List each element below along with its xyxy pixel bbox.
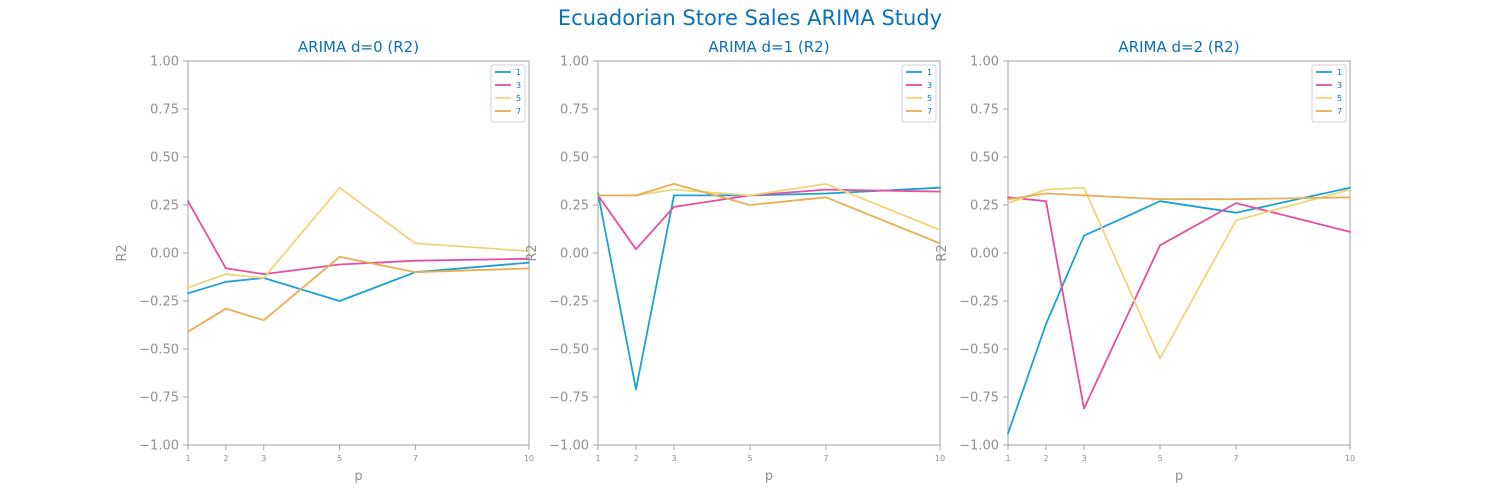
x-tick-label: 7	[1233, 454, 1238, 463]
x-tick-label: 10	[1345, 454, 1355, 463]
y-tick-label: −0.50	[959, 343, 999, 358]
x-tick-label: 2	[1043, 454, 1048, 463]
legend-label: 7	[1337, 107, 1342, 116]
series-line-7	[187, 255, 530, 333]
x-axis-label: p	[1175, 469, 1183, 484]
y-axis-label: R2	[525, 244, 540, 261]
x-axis-label: p	[765, 469, 773, 484]
y-tick-label: 0.00	[150, 247, 179, 262]
y-tick-label: 0.00	[560, 247, 589, 262]
chart-title: ARIMA d=0 (R2)	[298, 38, 419, 56]
series-line-7	[597, 182, 941, 245]
y-tick-label: −0.25	[959, 295, 999, 310]
series-line-7	[1007, 192, 1351, 201]
x-axis-label: p	[354, 469, 362, 484]
chart-panel-3: ARIMA d=2 (R2) 1.00 0.75 0.50 0.25 0.00 −0.25 −…	[935, 38, 1355, 484]
legend: 1 3 5 7	[1311, 64, 1347, 123]
y-tick-label: 1.00	[970, 55, 999, 70]
series-line-1	[597, 186, 941, 391]
y-tick-label: −0.75	[549, 391, 589, 406]
y-tick-label: 0.00	[970, 247, 999, 262]
legend-label: 3	[1337, 81, 1342, 90]
x-tick-label: 3	[261, 454, 266, 463]
y-tick-label: −0.50	[549, 343, 589, 358]
legend-box	[901, 64, 937, 123]
legend-label: 5	[1337, 94, 1342, 103]
x-tick-label: 2	[633, 454, 638, 463]
legend-label: 1	[516, 68, 521, 77]
chart-panel-2: ARIMA d=1 (R2) 1.00 0.75 0.50 0.25 0.00 −0.25 −…	[525, 38, 945, 484]
x-tick-label: 7	[823, 454, 828, 463]
y-tick-label: −1.00	[959, 439, 999, 454]
series-line-3	[187, 200, 530, 276]
x-tick-label: 3	[671, 454, 676, 463]
y-tick-label: −0.50	[139, 343, 179, 358]
x-tick-label: 1	[185, 454, 190, 463]
y-tick-label: 0.25	[970, 199, 999, 214]
x-tick-label: 2	[223, 454, 228, 463]
y-tick-label: −1.00	[139, 439, 179, 454]
y-tick-label: 0.75	[150, 103, 179, 118]
plot-frame	[597, 60, 941, 446]
y-tick-label: 0.75	[970, 103, 999, 118]
chart-panel-1: ARIMA d=0 (R2) 1.00 0.75 0.50 0.25 0.00 −0.25 −…	[115, 38, 534, 484]
legend-box	[1311, 64, 1347, 123]
y-tick-label: 0.50	[560, 151, 589, 166]
y-axis-label: R2	[935, 244, 950, 261]
legend-label: 1	[927, 68, 932, 77]
series-line-1	[187, 261, 530, 302]
legend-label: 3	[927, 81, 932, 90]
y-tick-label: −0.75	[959, 391, 999, 406]
x-tick-label: 7	[413, 454, 418, 463]
y-tick-label: 0.25	[560, 199, 589, 214]
legend-label: 5	[516, 94, 521, 103]
legend-label: 1	[1337, 68, 1342, 77]
plot-frame	[187, 60, 530, 446]
x-tick-label: 10	[524, 454, 534, 463]
y-tick-label: 1.00	[560, 55, 589, 70]
y-tick-label: 0.50	[150, 151, 179, 166]
y-tick-label: −0.25	[139, 295, 179, 310]
series-line-3	[597, 188, 941, 251]
legend-label: 7	[516, 107, 521, 116]
y-tick-label: −0.25	[549, 295, 589, 310]
legend: 1 3 5 7	[901, 64, 937, 123]
x-tick-label: 5	[1157, 454, 1162, 463]
series-line-3	[1007, 196, 1351, 410]
series-line-5	[1007, 186, 1351, 360]
chart-title: ARIMA d=2 (R2)	[1118, 38, 1239, 56]
x-tick-label: 3	[1081, 454, 1086, 463]
x-tick-label: 1	[595, 454, 600, 463]
y-tick-label: 0.75	[560, 103, 589, 118]
series-line-5	[187, 186, 530, 289]
series-line-1	[1007, 186, 1351, 435]
y-axis-label: R2	[115, 244, 130, 261]
legend-box	[490, 64, 526, 123]
x-tick-label: 1	[1005, 454, 1010, 463]
y-tick-label: −1.00	[549, 439, 589, 454]
x-tick-label: 10	[935, 454, 945, 463]
y-tick-label: 1.00	[150, 55, 179, 70]
legend-label: 3	[516, 81, 521, 90]
plot-frame	[1007, 60, 1351, 446]
x-tick-label: 5	[337, 454, 342, 463]
chart-title: ARIMA d=1 (R2)	[708, 38, 829, 56]
legend: 1 3 5 7	[490, 64, 526, 123]
legend-label: 7	[927, 107, 932, 116]
figure-title: Ecuadorian Store Sales ARIMA Study	[557, 6, 943, 30]
y-tick-label: 0.50	[970, 151, 999, 166]
y-tick-label: −0.75	[139, 391, 179, 406]
x-tick-label: 5	[747, 454, 752, 463]
y-tick-label: 0.25	[150, 199, 179, 214]
legend-label: 5	[927, 94, 932, 103]
